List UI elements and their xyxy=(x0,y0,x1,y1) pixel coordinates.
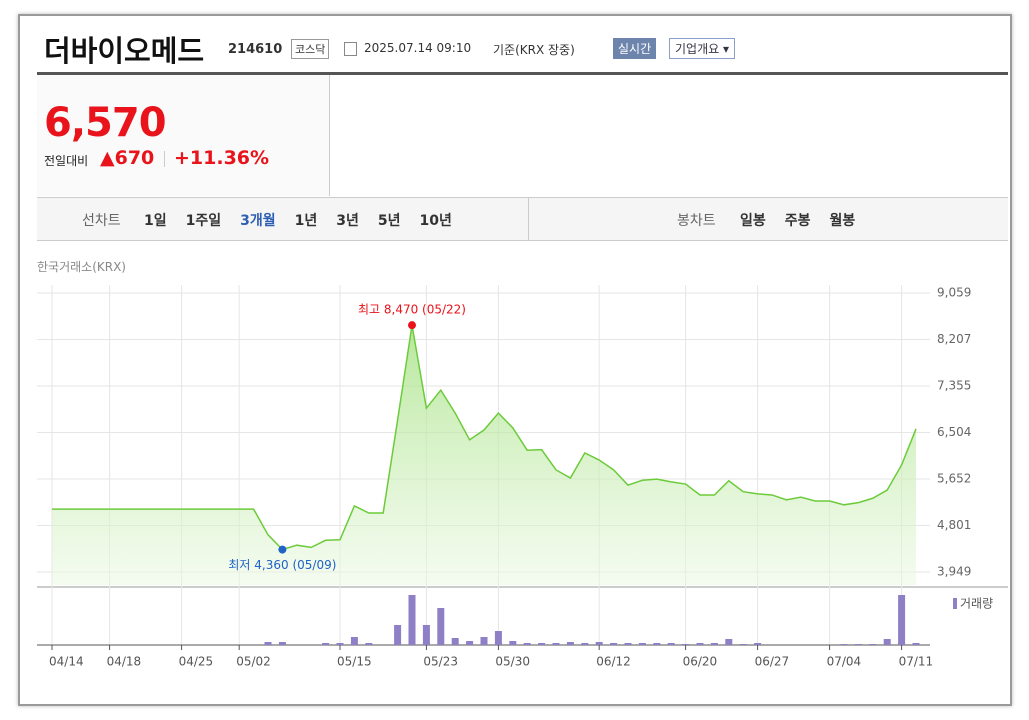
volume-bar xyxy=(840,644,848,645)
price-line xyxy=(52,325,917,551)
volume-bar xyxy=(552,643,560,645)
x-tick-label: 07/11 xyxy=(899,655,934,669)
period-tab[interactable]: 1일 xyxy=(144,213,167,229)
line-chart-label: 선차트 xyxy=(82,213,121,229)
candle-tab[interactable]: 월봉 xyxy=(829,213,856,229)
x-tick-label: 05/15 xyxy=(337,655,372,669)
candle-tab[interactable]: 주봉 xyxy=(784,213,811,229)
x-tick-label: 06/27 xyxy=(755,655,790,669)
stock-code: 214610 xyxy=(228,42,283,57)
y-tick-label: 9,059 xyxy=(937,286,971,300)
frame xyxy=(18,14,1012,706)
x-tick-label: 07/04 xyxy=(827,655,862,669)
high-marker xyxy=(408,321,416,330)
y-tick-label: 8,207 xyxy=(937,332,971,346)
volume-bar xyxy=(898,595,906,645)
datetime: 2025.07.14 09:10 xyxy=(364,41,472,55)
volume-bar xyxy=(437,608,445,645)
volume-bar xyxy=(466,641,474,645)
basis: 기준(KRX 장중) xyxy=(493,43,575,57)
calendar-icon xyxy=(344,42,357,56)
volume-bar xyxy=(595,642,603,645)
volume-bar xyxy=(494,631,502,645)
x-tick-label: 04/25 xyxy=(179,655,214,669)
volume-bar xyxy=(912,643,920,645)
period-tab[interactable]: 3년 xyxy=(336,213,359,229)
period-tab[interactable]: 10년 xyxy=(419,213,452,229)
volume-bar xyxy=(538,643,546,645)
volume-bar xyxy=(624,643,632,645)
current-price: 6,570 xyxy=(44,100,167,146)
volume-bar xyxy=(710,643,718,645)
volume-bar xyxy=(264,642,272,645)
volume-bar xyxy=(365,643,373,645)
volume-bar xyxy=(725,639,733,645)
volume-bar xyxy=(869,644,877,645)
x-tick-label: 04/18 xyxy=(107,655,142,669)
x-tick-label: 05/23 xyxy=(423,655,458,669)
volume-bar xyxy=(581,643,589,645)
change-percent: +11.36% xyxy=(174,147,270,169)
x-tick-label: 06/12 xyxy=(596,655,631,669)
separator xyxy=(528,198,529,240)
x-tick-label: 04/14 xyxy=(49,655,84,669)
volume-bar xyxy=(451,638,459,645)
volume-bar xyxy=(350,637,358,645)
volume-bar xyxy=(509,641,517,645)
volume-bar xyxy=(278,642,286,645)
period-tab[interactable]: 1년 xyxy=(294,213,318,229)
realtime-button[interactable]: 실시간 xyxy=(613,38,657,59)
volume-bar xyxy=(653,643,661,645)
candle-chart-label: 봉차트 xyxy=(677,213,716,229)
legend-label: 거래량 xyxy=(960,597,993,611)
period-tab[interactable]: 3개월 xyxy=(240,213,276,229)
low-label: 최저 4,360 (05/09) xyxy=(228,558,336,572)
volume-bar xyxy=(667,643,675,645)
price-box xyxy=(37,75,330,196)
change: ▲670 xyxy=(100,147,155,169)
volume-bar xyxy=(422,625,430,645)
change-label: 전일대비 xyxy=(44,154,89,168)
period-tab[interactable]: 5년 xyxy=(377,213,401,229)
low-marker xyxy=(278,545,287,554)
y-tick-label: 7,355 xyxy=(937,379,971,393)
y-tick-label: 3,949 xyxy=(937,565,971,579)
x-tick-label: 06/20 xyxy=(683,655,718,669)
volume-bar xyxy=(610,643,618,645)
volume-bar xyxy=(523,643,531,645)
volume-bar xyxy=(883,639,891,645)
stock-name: 더바이오메드 xyxy=(44,34,205,68)
volume-bar xyxy=(696,643,704,645)
volume-bar xyxy=(739,644,747,645)
volume-bar xyxy=(394,625,402,645)
volume-bar xyxy=(682,644,690,645)
y-tick-label: 4,801 xyxy=(937,518,971,532)
volume-bar xyxy=(638,643,646,645)
legend-swatch xyxy=(953,598,957,609)
company-info-text: 기업개요 xyxy=(675,42,720,56)
volume-bar xyxy=(322,643,330,645)
y-tick-label: 5,652 xyxy=(937,472,971,486)
divider xyxy=(37,72,1008,75)
volume-bar xyxy=(854,644,862,645)
volume-bar xyxy=(480,637,488,645)
price-area xyxy=(52,325,916,585)
candle-tab[interactable]: 일봉 xyxy=(740,213,766,229)
separator xyxy=(164,151,165,167)
x-tick-label: 05/30 xyxy=(495,655,530,669)
source: 한국거래소(KRX) xyxy=(37,260,126,274)
tab-bar xyxy=(37,197,1008,241)
volume-bar xyxy=(408,595,416,645)
volume-bar xyxy=(336,643,344,645)
y-tick-label: 6,504 xyxy=(937,425,971,439)
high-label: 최고 8,470 (05/22) xyxy=(358,303,466,317)
market-badge: 코스닥 xyxy=(291,39,330,59)
volume-bar xyxy=(566,642,574,645)
period-tab[interactable]: 1주일 xyxy=(185,213,222,229)
company-info-button[interactable]: 기업개요 ▾ xyxy=(669,38,736,59)
volume-bar xyxy=(754,643,762,645)
x-tick-label: 05/02 xyxy=(236,655,271,669)
